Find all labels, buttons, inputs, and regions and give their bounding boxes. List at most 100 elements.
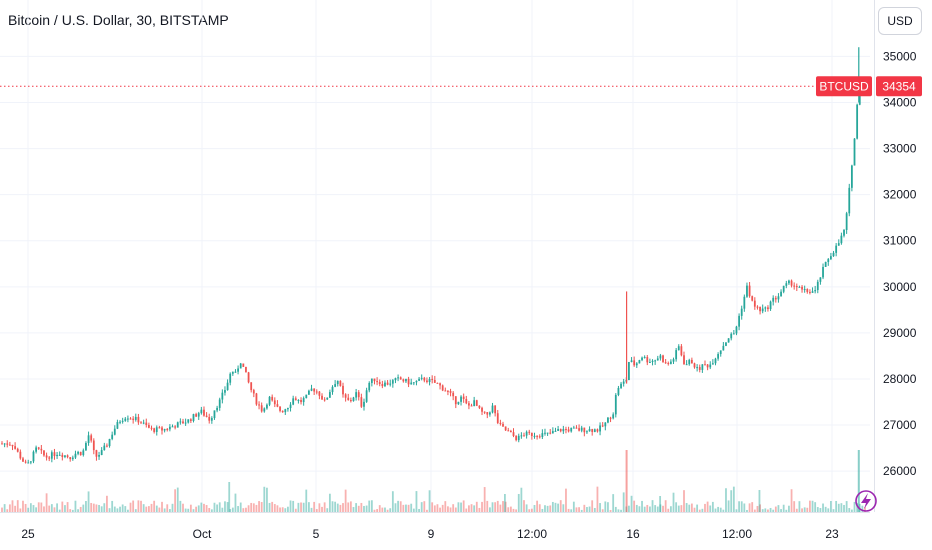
volume-bar	[431, 502, 433, 512]
volume-bar	[284, 508, 286, 512]
candle-body	[589, 429, 591, 431]
grid-lines	[0, 0, 870, 512]
candle-body	[667, 363, 669, 364]
time-tick-label: 16	[626, 527, 640, 541]
candle-body	[486, 412, 488, 414]
candle-body	[610, 418, 612, 419]
volume-bar	[759, 490, 761, 512]
candle-body	[148, 425, 150, 428]
volume-bar	[825, 507, 827, 512]
volume-bar	[620, 510, 622, 512]
volume-bar	[145, 507, 147, 512]
candle-body	[534, 436, 536, 437]
candle-body	[214, 410, 216, 418]
candle-body	[261, 405, 263, 411]
volume-bar	[182, 504, 184, 512]
volume-bar	[14, 506, 16, 512]
volume-bar	[22, 501, 24, 512]
candle-body	[368, 383, 370, 390]
volume-bar	[54, 507, 56, 512]
volume-bar	[628, 506, 630, 512]
volume-bars	[1, 450, 866, 512]
candle-body	[840, 236, 842, 243]
volume-bar	[117, 508, 119, 512]
volume-bar	[101, 506, 103, 512]
volume-bar	[326, 508, 328, 512]
candle-body	[526, 432, 528, 436]
volume-bar	[562, 504, 564, 512]
candle-body	[130, 419, 132, 420]
candle-body	[263, 408, 265, 411]
volume-bar	[502, 501, 504, 512]
volume-bar	[767, 509, 769, 512]
candle-body	[69, 457, 71, 459]
volume-bar	[90, 503, 92, 512]
candle-body	[730, 334, 732, 339]
candle-body	[733, 333, 735, 334]
volume-bar	[374, 510, 376, 512]
volume-spike-bar	[626, 450, 628, 512]
volume-bar	[486, 501, 488, 512]
volume-bar	[639, 506, 641, 512]
time-axis[interactable]: 25 Oct 5 9 12:00 16 12:00 23	[0, 513, 870, 542]
volume-bar	[429, 490, 431, 512]
volume-bar	[840, 503, 842, 512]
volume-bar	[379, 505, 381, 512]
candle-body	[455, 396, 457, 404]
candle-body	[754, 301, 756, 307]
volume-bar	[98, 505, 100, 512]
candle-body	[646, 357, 648, 362]
volume-bar	[51, 504, 53, 512]
volume-bar	[358, 506, 360, 512]
volume-bar	[25, 504, 27, 512]
time-tick-label: 12:00	[517, 527, 547, 541]
candle-body	[389, 384, 391, 385]
volume-bar	[452, 504, 454, 512]
volume-bar	[499, 505, 501, 512]
volume-bar	[822, 504, 824, 512]
volume-bar	[741, 501, 743, 512]
volume-bar	[699, 510, 701, 512]
candle-body	[321, 396, 323, 400]
candle-body	[717, 354, 719, 359]
candle-body	[796, 286, 798, 287]
candle-body	[358, 392, 360, 397]
candle-body	[416, 381, 418, 382]
volume-bar	[481, 502, 483, 512]
candle-body	[345, 394, 347, 397]
volume-bar	[544, 505, 546, 512]
volume-bar	[179, 501, 181, 512]
candle-body	[604, 423, 606, 427]
candle-body	[203, 410, 205, 416]
volume-bar	[371, 500, 373, 512]
volume-bar	[305, 490, 307, 512]
candle-body	[652, 361, 654, 362]
candle-body	[43, 450, 45, 455]
candle-body	[418, 379, 420, 381]
volume-bar	[775, 507, 777, 512]
candle-body	[602, 425, 604, 426]
candle-body	[484, 412, 486, 413]
volume-bar	[38, 502, 40, 512]
volume-bar	[245, 508, 247, 512]
volume-bar	[528, 509, 530, 512]
volume-bar	[796, 509, 798, 512]
volume-bar	[492, 502, 494, 512]
volume-bar	[854, 502, 856, 512]
candle-body	[232, 372, 234, 374]
candle-body	[597, 429, 599, 431]
volume-bar	[725, 488, 727, 512]
volume-bar	[300, 502, 302, 512]
last-price-tag: BTCUSD 34354	[816, 76, 922, 96]
price-tick-label: 33000	[883, 142, 917, 156]
candle-body	[691, 360, 693, 363]
volume-bar	[261, 502, 263, 512]
volume-bar	[830, 501, 832, 512]
candle-body	[715, 359, 717, 364]
volume-bar	[242, 508, 244, 512]
candle-body	[820, 277, 822, 281]
candle-body	[675, 350, 677, 359]
volume-bar	[308, 502, 310, 512]
candle-body	[607, 418, 609, 423]
